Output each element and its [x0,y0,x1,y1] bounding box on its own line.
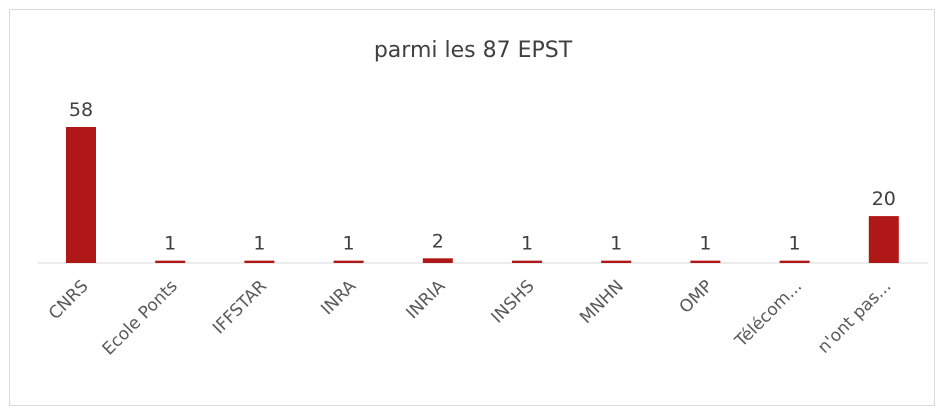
x-tick-label-9: n'ont pas... [814,276,895,357]
data-label-2: 1 [253,233,265,255]
data-label-0: 58 [69,99,93,121]
data-label-3: 1 [343,233,355,255]
x-tick-label-1: Ecole Ponts [99,276,182,359]
bar-1 [155,260,186,263]
bar-2 [244,260,275,263]
data-label-9: 20 [872,188,896,210]
data-label-4: 2 [432,230,444,252]
x-tick-label-8: Télécom... [731,276,806,351]
bar-4 [422,258,453,263]
bar-5 [512,260,542,263]
x-tick-label-7: OMP [676,276,717,317]
chart-title: parmi les 87 EPST [373,38,573,63]
x-tick-label-3: INRA [317,276,360,319]
x-tick-label-4: INRIA [403,276,450,323]
bar-6 [601,260,632,263]
data-label-7: 1 [699,233,711,255]
x-tick-label-5: INSHS [488,276,539,327]
bar-9 [868,216,899,263]
x-tick-label-0: CNRS [45,276,93,324]
x-tick-label-2: IFFSTAR [209,276,271,338]
bar-7 [690,260,721,263]
data-label-6: 1 [610,233,622,255]
x-tick-label-6: MNHN [576,276,628,328]
data-label-5: 1 [521,233,533,255]
bar-8 [779,260,810,263]
data-label-8: 1 [789,233,801,255]
data-label-1: 1 [164,233,176,255]
bar-3 [333,260,364,263]
chart-frame [9,9,935,406]
bar-0 [66,127,96,263]
